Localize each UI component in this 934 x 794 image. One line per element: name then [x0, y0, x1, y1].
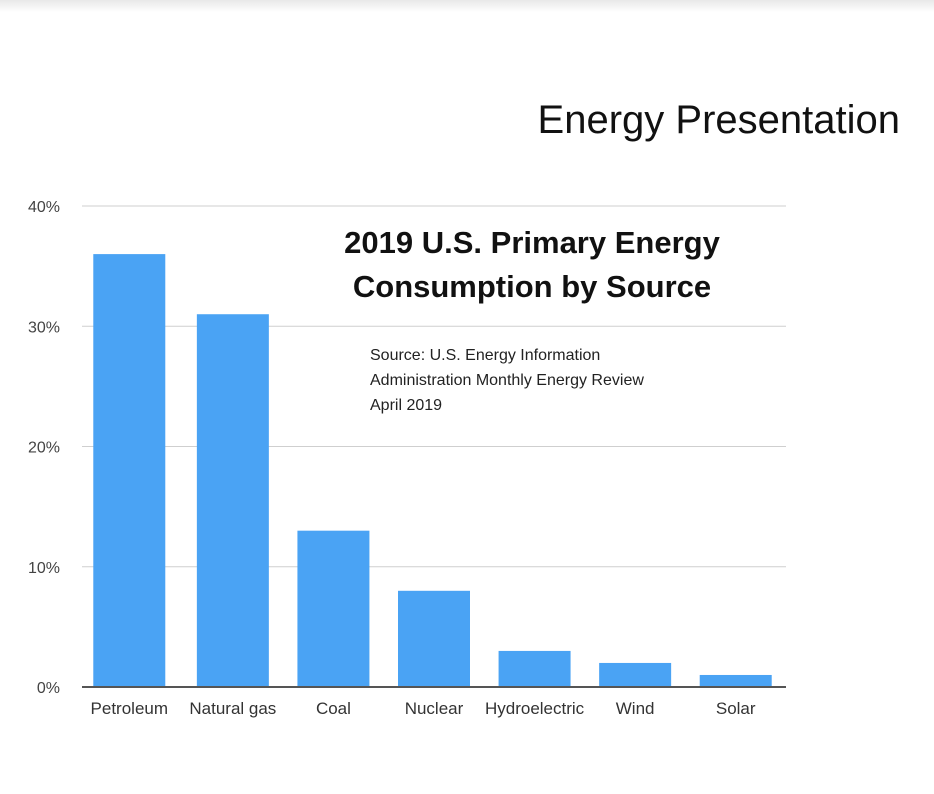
- presentation-title: Energy Presentation: [537, 98, 900, 142]
- x-tick-label: Petroleum: [91, 699, 168, 718]
- bar-coal: [297, 530, 370, 687]
- chart-title-line-2: Consumption by Source: [353, 269, 711, 304]
- chart-title-line-1: 2019 U.S. Primary Energy: [344, 225, 720, 260]
- bar-wind: [599, 662, 672, 687]
- window-top-edge: [0, 0, 934, 12]
- y-axis-tick-labels: 0% 10% 20% 30% 40%: [28, 199, 60, 697]
- y-tick-label: 10%: [28, 560, 60, 577]
- chart-source-line-2: Administration Monthly Energy Review: [370, 372, 644, 389]
- chart-source-line-1: Source: U.S. Energy Information: [370, 347, 600, 364]
- y-tick-label: 0%: [37, 680, 60, 697]
- bar-petroleum: [93, 254, 166, 687]
- x-tick-label: Nuclear: [405, 699, 464, 718]
- x-tick-label: Solar: [716, 699, 756, 718]
- bar-nuclear: [398, 590, 470, 687]
- y-tick-label: 20%: [28, 440, 60, 457]
- y-tick-label: 40%: [28, 199, 60, 216]
- x-axis-category-labels: Petroleum Natural gas Coal Nuclear Hydroelec…: [91, 699, 756, 718]
- y-tick-label: 30%: [28, 319, 60, 336]
- bar-hydroelectric: [498, 650, 571, 687]
- x-tick-label: Hydroelectric: [485, 699, 585, 718]
- bars: [93, 254, 772, 687]
- bar-natural-gas: [196, 314, 269, 687]
- x-tick-label: Natural gas: [189, 699, 276, 718]
- x-tick-label: Wind: [616, 699, 655, 718]
- chart-source-line-3: April 2019: [370, 397, 442, 414]
- x-tick-label: Coal: [316, 699, 351, 718]
- bar-solar: [699, 674, 772, 687]
